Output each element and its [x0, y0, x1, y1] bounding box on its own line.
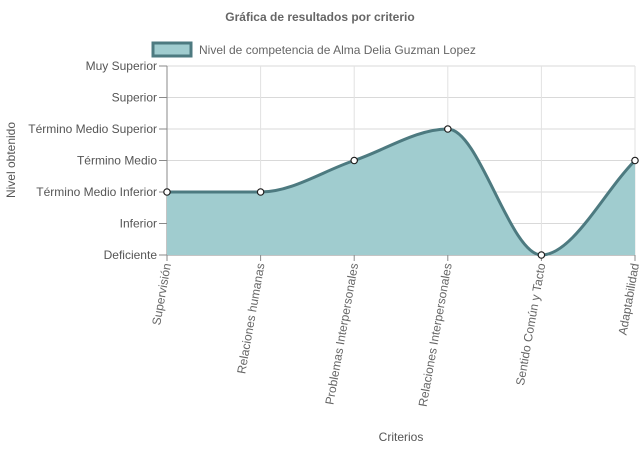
x-axis-title: Criterios [379, 430, 424, 444]
y-tick-label: Inferior [120, 217, 157, 231]
data-point[interactable] [350, 156, 359, 165]
data-points [163, 125, 639, 259]
x-tick-label: Relaciones humanas [234, 262, 267, 375]
y-axis-title: Nivel obtenido [4, 122, 18, 198]
y-tick-label: Deficiente [104, 248, 158, 262]
chart-title: Gráfica de resultados por criterio [225, 10, 414, 24]
legend-label: Nivel de competencia de Alma Delia Guzma… [199, 43, 476, 57]
x-tick-label: Sentido Común y Tacto [513, 262, 548, 387]
x-tick-label: Problemas Interpersonales [322, 262, 361, 406]
y-tick-label: Término Medio [77, 154, 157, 168]
x-tick-label: Relaciones Interpersonales [416, 262, 455, 408]
data-point[interactable] [443, 125, 452, 133]
data-point[interactable] [631, 156, 639, 165]
data-point[interactable] [256, 188, 265, 196]
x-tick-label: Adaptabilidad [616, 262, 639, 336]
y-tick-label: Superior [112, 91, 157, 105]
y-tick-label: Término Medio Inferior [36, 185, 157, 199]
legend: Nivel de competencia de Alma Delia Guzma… [151, 41, 476, 58]
data-point[interactable] [163, 188, 171, 196]
data-point[interactable] [537, 251, 546, 259]
series-area-fill [167, 129, 635, 255]
y-tick-label: Término Medio Superior [28, 122, 157, 136]
y-tick-label: Muy Superior [86, 59, 157, 73]
x-tick-label: Supervisión [149, 262, 174, 326]
legend-swatch [151, 41, 193, 58]
